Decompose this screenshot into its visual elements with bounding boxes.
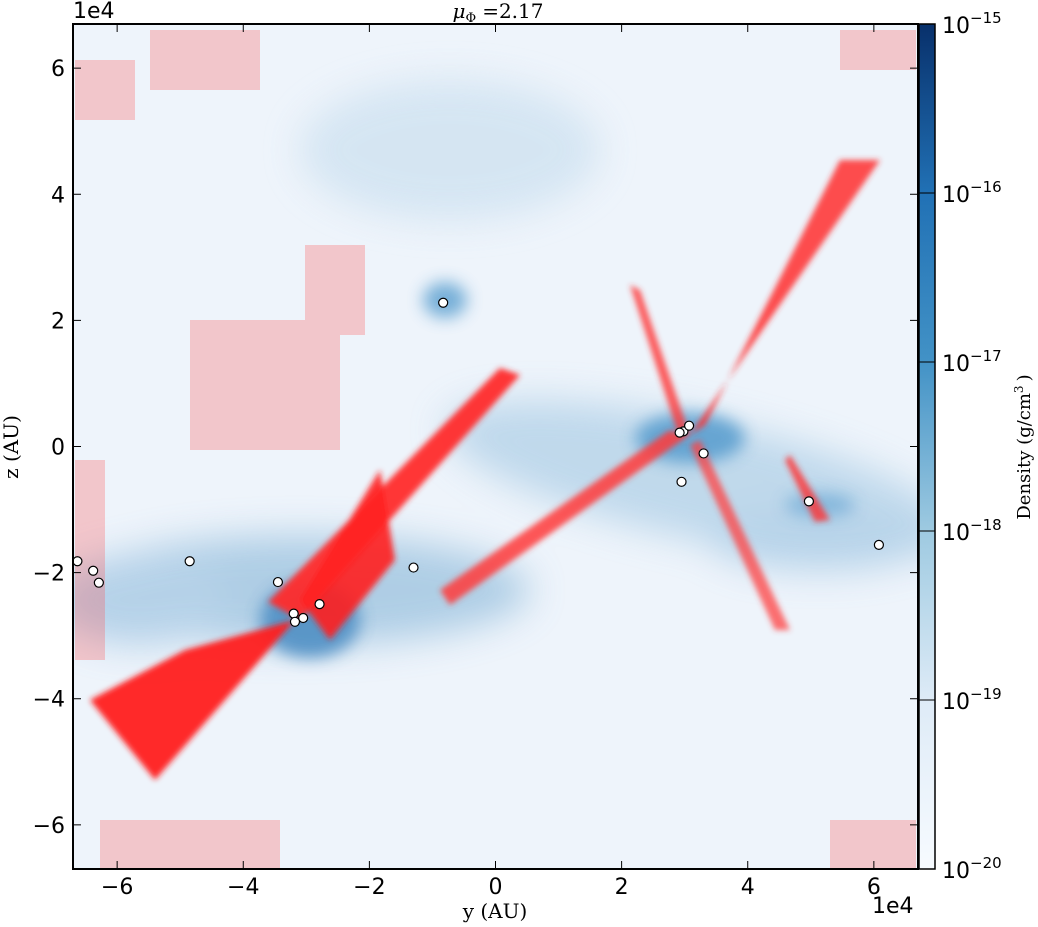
colorbar-tick-label: 10−20 <box>942 854 1002 884</box>
x-tick-label: −6 <box>101 875 133 900</box>
colorbar-tick-label: 10−17 <box>942 347 1002 377</box>
colorbar-label-exponent: 3 <box>1012 385 1026 393</box>
sink-point <box>93 577 104 588</box>
sink-point <box>438 297 449 308</box>
y-tick-label: −2 <box>33 562 65 587</box>
sink-point <box>289 616 301 627</box>
outflow-overlay <box>75 30 916 869</box>
sink-point <box>288 608 299 619</box>
colorbar-label-text: Density (g/cm <box>1014 393 1035 520</box>
sink-point <box>408 562 419 573</box>
chart-title: μΦ =2.17 <box>453 0 544 26</box>
colorbar-label: Density (g/cm3) <box>1012 374 1035 519</box>
x-axis-label: y (AU) <box>462 899 528 923</box>
x-tick-label: −4 <box>227 875 259 900</box>
x-axis-ticks: −6 −4 −2 0 2 4 6 <box>101 24 881 900</box>
x-tick-label: 2 <box>615 875 629 900</box>
x-tick-label: −2 <box>353 875 385 900</box>
sink-point <box>73 556 83 567</box>
sink-point <box>674 427 685 438</box>
title-symbol: μ <box>453 0 466 23</box>
sink-point <box>314 599 325 610</box>
sink-point <box>184 556 195 567</box>
title-subscript: Φ <box>466 11 477 26</box>
x-axis-multiplier: 1e4 <box>872 894 914 919</box>
y-tick-label: −6 <box>33 814 65 839</box>
colorbar-label-close: ) <box>1014 374 1035 381</box>
title-value: =2.17 <box>482 0 543 23</box>
colorbar <box>918 23 936 870</box>
y-tick-label: 2 <box>51 309 65 334</box>
sink-point <box>683 420 695 431</box>
sink-point <box>698 448 709 459</box>
y-tick-label: 6 <box>51 57 65 82</box>
x-tick-label: 6 <box>867 875 881 900</box>
y-tick-label: 0 <box>51 436 65 461</box>
colorbar-tick-label: 10−16 <box>942 178 1002 208</box>
sink-point <box>873 539 885 550</box>
sink-particles <box>73 297 885 627</box>
y-tick-label: 4 <box>51 183 65 208</box>
sink-point <box>272 576 284 588</box>
colorbar-tick-label: 10−18 <box>942 516 1002 546</box>
x-tick-label: 4 <box>741 875 755 900</box>
sink-point <box>803 496 815 507</box>
y-axis-multiplier: 1e4 <box>73 0 115 24</box>
colorbar-ticks: 10−20 10−19 10−18 10−17 10−16 10−15 <box>919 9 1002 884</box>
colorbar-tick-label: 10−19 <box>942 685 1002 715</box>
sink-point <box>88 565 99 576</box>
x-tick-label: 0 <box>489 875 503 900</box>
y-axis-ticks: −6 −4 −2 0 2 4 6 <box>33 57 918 839</box>
sink-point <box>676 476 687 487</box>
sink-point <box>298 612 309 624</box>
y-tick-label: −4 <box>33 688 65 713</box>
colorbar-tick-label: 10−15 <box>942 9 1002 39</box>
y-axis-label: z (AU) <box>0 415 23 479</box>
